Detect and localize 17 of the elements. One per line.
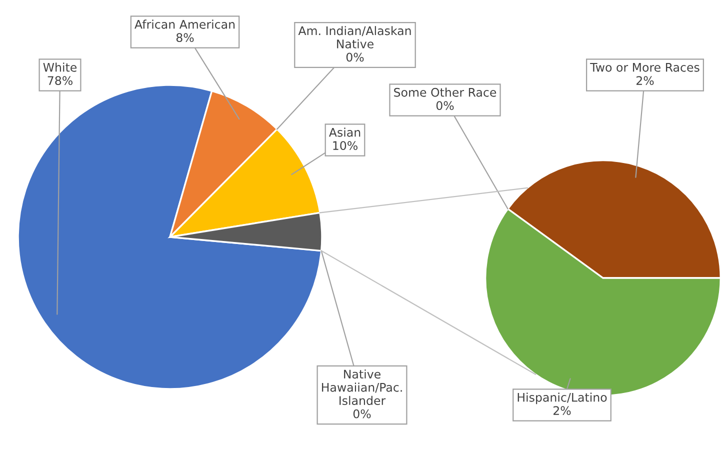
slice-label: Two or More Races [590,63,700,72]
category-label: Some Other Race [394,88,496,97]
text: 0% [436,101,454,110]
category-label: Am. Indian/Alaskan Native [298,26,411,48]
data-label: 78% [48,76,72,86]
text: 0% [346,52,364,62]
category-label: Native Hawaiian/Pac. Islander [322,369,402,406]
slice-label: Hispanic/Latino [518,392,607,404]
data-label: 8% [176,33,194,42]
pie-slice [17,84,322,390]
slice-label: African American [134,20,235,29]
data-label: 10% [333,141,358,150]
data-label: 2% [554,406,571,416]
data-label: 2% [636,76,654,86]
slice-label: White [43,62,77,72]
slice-label: Asian [328,128,360,137]
text: 0% [353,409,371,418]
